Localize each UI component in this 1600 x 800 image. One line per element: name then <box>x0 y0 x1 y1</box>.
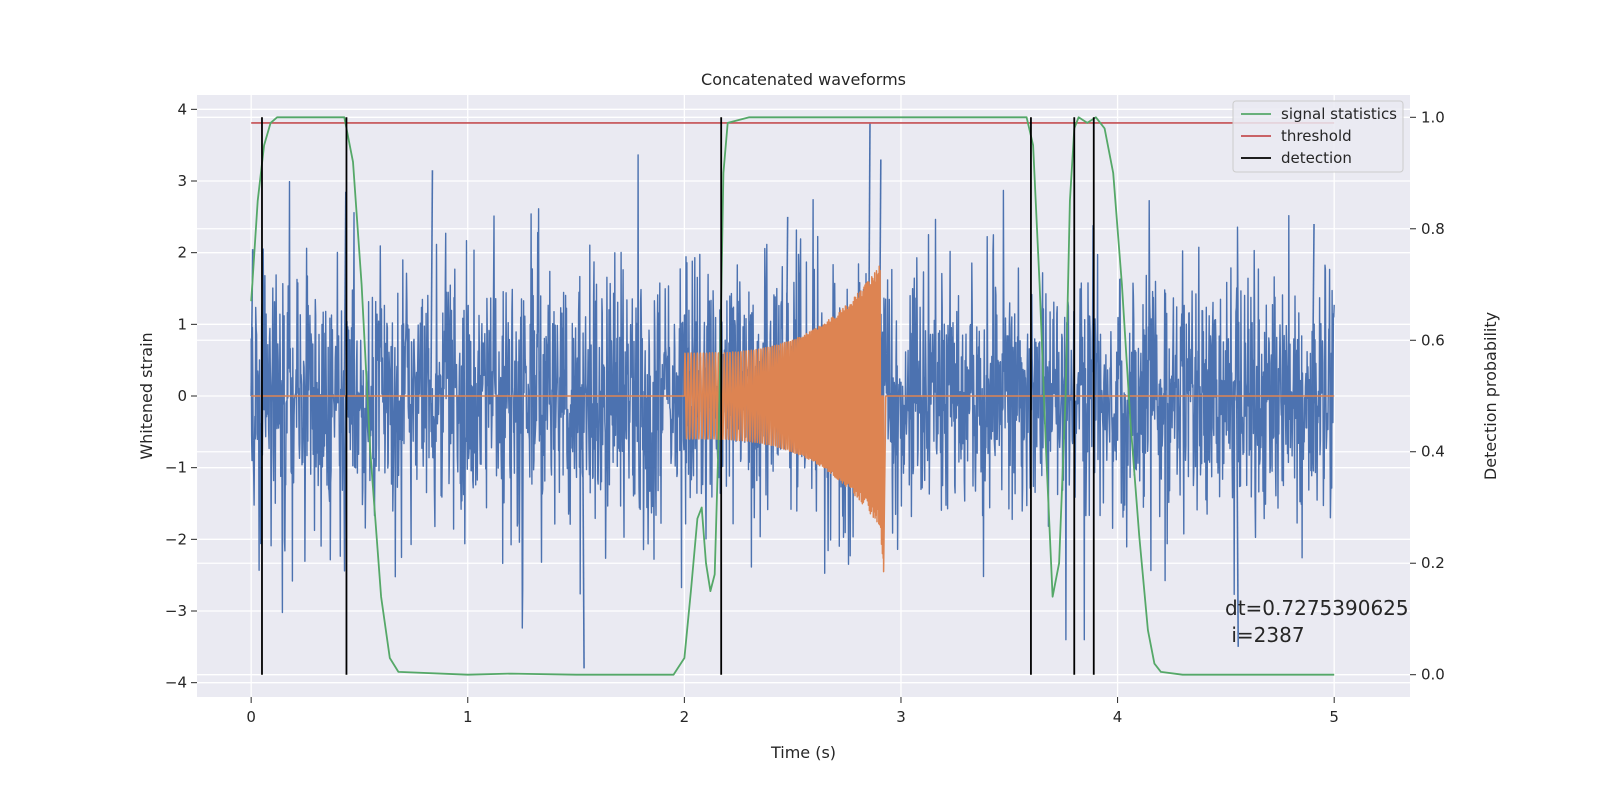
y-tick-label-left: −3 <box>165 602 187 620</box>
y-tick-label-left: −2 <box>165 530 187 548</box>
legend-label-signal-statistics: signal statistics <box>1281 105 1397 123</box>
noise-spike <box>581 395 585 669</box>
series-layer <box>250 116 1335 676</box>
tick-layer: 0 1 2 3 4 5 4 3 2 1 0 −1 −2 −3 −4 1.0 0.8 0.6 0.4 0.2 0.0 <box>165 100 1445 726</box>
y-tick-label-left: 1 <box>177 315 187 333</box>
y-axis-label-right: Detection probability <box>1481 312 1500 480</box>
x-tick-label: 3 <box>896 708 906 726</box>
legend: signal statistics threshold detection <box>1232 100 1404 173</box>
y-tick-label-right: 1.0 <box>1421 108 1445 126</box>
y-tick-label-right: 0.6 <box>1421 331 1445 349</box>
y-tick-label-left: −4 <box>165 674 187 692</box>
x-tick-label: 1 <box>463 708 473 726</box>
noise-spike <box>343 191 347 397</box>
y-tick-label-right: 0.8 <box>1421 220 1445 238</box>
y-axis-label-left: Whitened strain <box>137 332 156 459</box>
x-tick-label: 4 <box>1113 708 1123 726</box>
x-axis-label: Time (s) <box>770 743 836 762</box>
y-tick-label-right: 0.0 <box>1421 666 1445 684</box>
y-tick-label-left: 0 <box>177 387 187 405</box>
x-tick-label: 2 <box>680 708 690 726</box>
annotation: dt=0.7275390625 i=2387 <box>1225 596 1409 647</box>
y-tick-label-left: −1 <box>165 459 187 477</box>
y-tick-label-left: 2 <box>177 244 187 262</box>
annotation-dt: dt=0.7275390625 <box>1225 596 1409 620</box>
series-signal-statistics-line <box>250 116 1335 676</box>
x-tick-label: 0 <box>246 708 256 726</box>
annotation-index: i=2387 <box>1225 623 1305 647</box>
noise-spike <box>430 170 434 397</box>
y-tick-label-left: 3 <box>177 172 187 190</box>
y-tick-label-right: 0.4 <box>1421 443 1445 461</box>
y-tick-label-right: 0.2 <box>1421 554 1445 572</box>
noise-spike <box>1235 395 1240 647</box>
legend-label-threshold: threshold <box>1281 127 1352 145</box>
chart-title: Concatenated waveforms <box>701 70 906 89</box>
legend-label-detection: detection <box>1281 149 1352 167</box>
noise-spike <box>1311 223 1315 397</box>
x-tick-label: 5 <box>1329 708 1339 726</box>
legend-box <box>1232 100 1404 173</box>
y-tick-label-left: 4 <box>177 100 187 118</box>
series-chirp-line <box>251 265 1335 573</box>
